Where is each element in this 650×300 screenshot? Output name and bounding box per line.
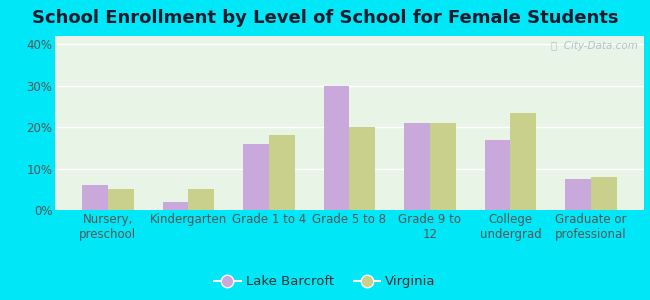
Bar	[591, 177, 617, 210]
Bar	[243, 144, 269, 210]
Bar	[108, 189, 133, 210]
Bar	[510, 112, 536, 210]
Bar	[82, 185, 108, 210]
Legend: Lake Barcroft, Virginia: Lake Barcroft, Virginia	[209, 270, 441, 293]
Bar	[269, 135, 294, 210]
Text: School Enrollment by Level of School for Female Students: School Enrollment by Level of School for…	[32, 9, 618, 27]
Bar	[188, 189, 214, 210]
Bar	[485, 140, 510, 210]
Text: ⓘ  City-Data.com: ⓘ City-Data.com	[551, 41, 638, 51]
Bar	[430, 123, 456, 210]
Bar	[324, 86, 350, 210]
Bar	[350, 127, 375, 210]
Bar	[566, 179, 591, 210]
Bar	[404, 123, 430, 210]
Bar	[162, 202, 188, 210]
